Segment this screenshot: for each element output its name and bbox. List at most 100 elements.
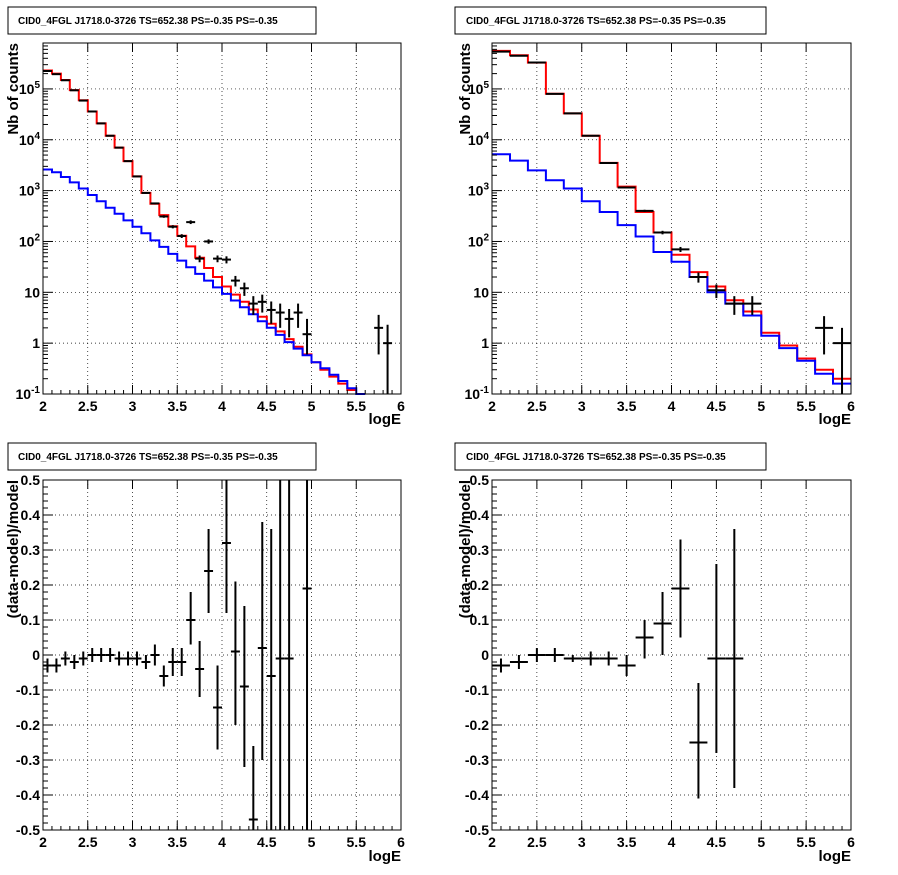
data-point — [743, 296, 762, 315]
y-tick-label: 10-1 — [16, 385, 41, 402]
data-point — [707, 284, 726, 299]
model-background-step-line — [43, 168, 366, 395]
data-point — [123, 160, 133, 163]
chart-title: CID0_4FGL J1718.0-3726 TS=652.38 PS=-0.3… — [466, 16, 726, 27]
data-point — [222, 256, 231, 264]
x-axis-label: logE — [369, 848, 402, 865]
panel-bottom-right-residuals: CID0_4FGL J1718.0-3726 TS=652.38 PS=-0.3… — [454, 442, 855, 865]
x-tick-label: 4 — [668, 834, 676, 850]
y-tick-label: -0.3 — [16, 752, 40, 768]
data-point — [114, 146, 124, 149]
x-tick-label: 6 — [397, 834, 405, 850]
data-point — [545, 648, 564, 662]
x-tick-label: 5.5 — [347, 834, 367, 850]
data-point — [266, 301, 276, 324]
x-tick-label: 3.5 — [168, 398, 188, 414]
data-point — [509, 655, 528, 669]
x-tick-label: 6 — [847, 834, 855, 850]
x-tick-label: 3.5 — [168, 834, 188, 850]
data-point — [617, 186, 636, 189]
data-point — [257, 294, 267, 313]
y-axis-label: (data-model)/model — [5, 480, 22, 618]
data-point — [833, 327, 851, 394]
data-point — [150, 644, 160, 666]
y-tick-label: 0.1 — [470, 612, 490, 628]
x-tick-label: 4.5 — [257, 398, 277, 414]
data-marks — [492, 529, 744, 799]
data-point — [248, 746, 258, 830]
data-point — [43, 658, 52, 673]
y-tick-label: 0.5 — [470, 472, 490, 488]
data-point — [257, 522, 267, 760]
y-tick-label: -0.1 — [16, 682, 40, 698]
x-tick-label: 5 — [757, 398, 765, 414]
data-point — [689, 272, 708, 283]
data-point — [599, 651, 618, 666]
y-tick-label: -0.4 — [465, 787, 489, 803]
y-tick-label: -0.1 — [465, 682, 489, 698]
axis-ticks: 2 2.5 3 3.5 4 4.5 5 5.5 6 10-1 1 10 102 103 104 105 — [465, 43, 855, 414]
x-tick-label: 5 — [757, 834, 765, 850]
data-point — [671, 246, 690, 253]
data-point — [527, 648, 546, 662]
data-point — [195, 255, 205, 263]
data-point — [284, 308, 294, 338]
data-point — [635, 620, 654, 659]
y-tick-label: 10-1 — [465, 385, 490, 402]
data-point — [132, 175, 142, 178]
chart-title: CID0_4FGL J1718.0-3726 TS=652.38 PS=-0.3… — [18, 452, 278, 463]
model-total-step-line — [43, 69, 357, 391]
data-point — [96, 122, 106, 125]
data-point — [725, 296, 744, 315]
y-tick-label: 103 — [19, 182, 41, 199]
data-point — [141, 191, 151, 194]
data-point — [492, 658, 510, 673]
x-tick-label: 3 — [578, 834, 586, 850]
data-point — [159, 215, 169, 218]
data-point — [96, 648, 106, 662]
y-tick-label: 0.2 — [21, 577, 41, 593]
y-tick-label: -0.2 — [465, 717, 489, 733]
title-box — [454, 442, 767, 471]
x-tick-label: 6 — [847, 398, 855, 414]
x-tick-label: 4.5 — [707, 398, 727, 414]
data-point — [204, 239, 214, 244]
data-point — [168, 225, 178, 229]
axis-ticks: 2 2.5 3 3.5 4 4.5 5 5.5 6 10-1 1 10 102 103 104 105 — [16, 43, 405, 414]
data-point — [177, 234, 187, 238]
x-axis-label: logE — [819, 848, 852, 865]
data-point — [177, 648, 187, 676]
x-tick-label: 4 — [668, 398, 676, 414]
data-point — [599, 161, 618, 164]
data-point — [653, 230, 672, 235]
data-point — [635, 209, 654, 212]
x-tick-label: 3 — [129, 398, 137, 414]
data-point — [114, 651, 124, 666]
panel-top-left-spectrum: CID0_4FGL J1718.0-3726 TS=652.38 PS=-0.3… — [5, 6, 405, 428]
x-tick-label: 3.5 — [617, 398, 637, 414]
x-tick-label: 5 — [308, 834, 316, 850]
y-tick-label: 104 — [19, 131, 41, 148]
data-point — [563, 655, 582, 662]
y-tick-label: 0.4 — [21, 507, 41, 523]
data-point — [69, 655, 79, 669]
x-axis-label: logE — [819, 411, 852, 428]
data-marks — [492, 49, 851, 394]
data-point — [168, 648, 178, 676]
x-tick-label: 4.5 — [707, 834, 727, 850]
chart-title: CID0_4FGL J1718.0-3726 TS=652.38 PS=-0.3… — [18, 16, 278, 27]
data-point — [275, 303, 285, 328]
x-tick-label: 3 — [129, 834, 137, 850]
y-axis-label: (data-model)/model — [457, 480, 474, 618]
x-tick-label: 2 — [39, 834, 47, 850]
data-point — [383, 324, 393, 394]
x-axis-label: logE — [369, 411, 402, 428]
data-point — [230, 275, 240, 287]
data-point — [653, 592, 672, 655]
data-point — [204, 529, 214, 613]
y-tick-label: -0.4 — [16, 787, 40, 803]
model-total-step-line — [492, 49, 851, 380]
data-point — [159, 665, 169, 687]
data-point — [105, 648, 115, 662]
y-tick-label: 0.3 — [21, 542, 41, 558]
